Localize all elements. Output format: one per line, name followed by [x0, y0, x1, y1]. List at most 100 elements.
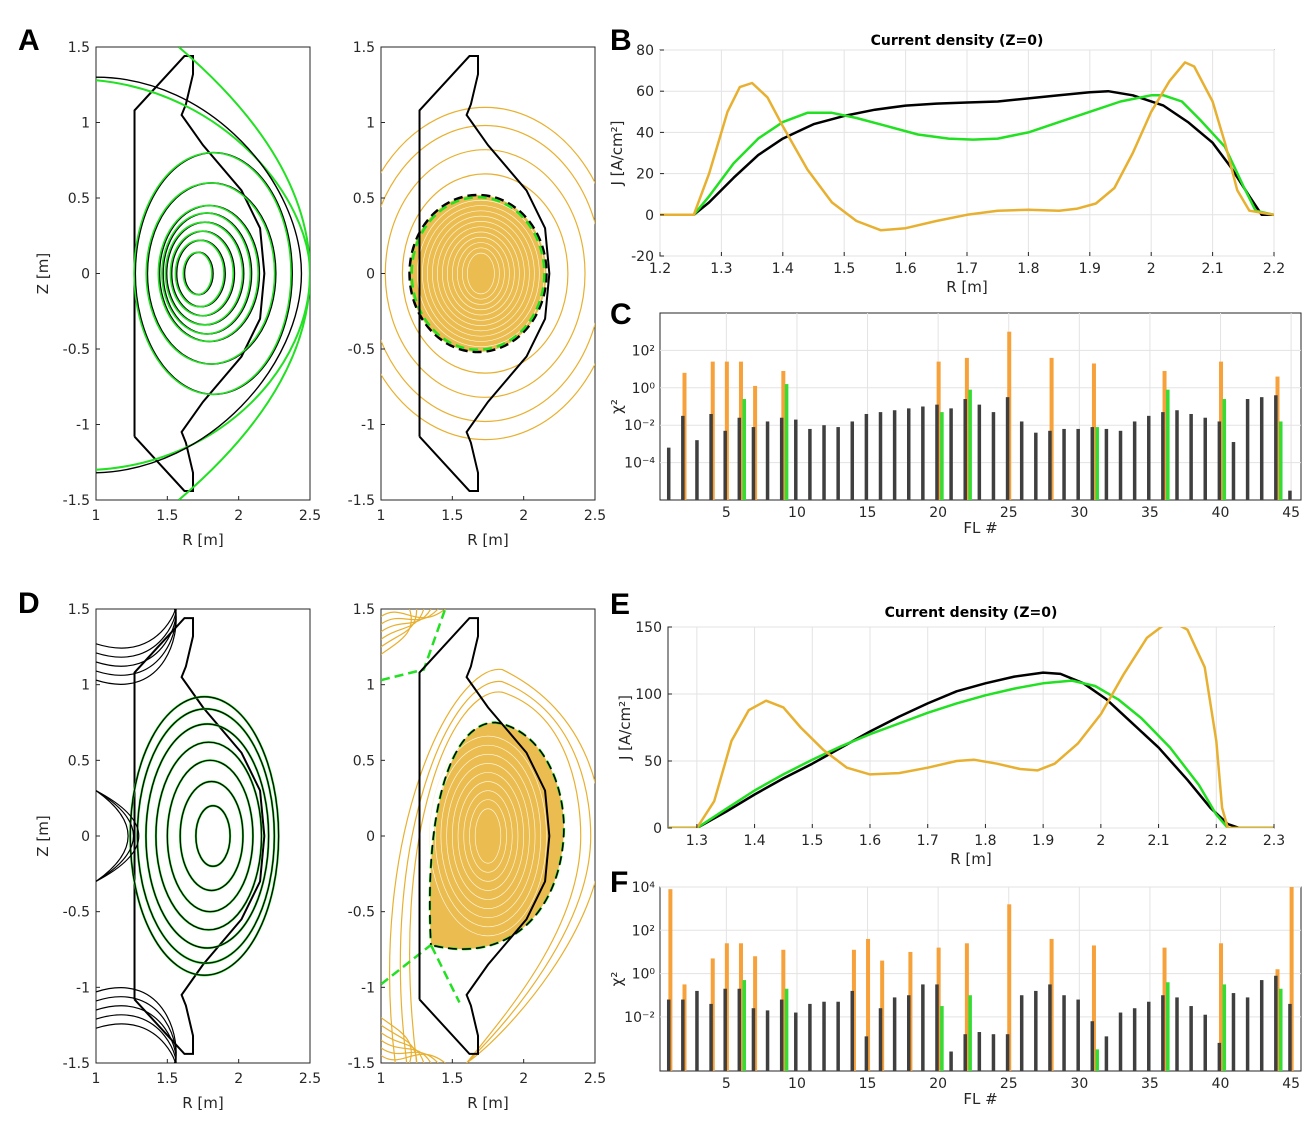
bar-black — [949, 1051, 953, 1071]
x-axis-label: FL # — [963, 1090, 997, 1108]
bar-black — [1005, 397, 1010, 500]
panel-label-a: A — [18, 24, 40, 57]
x-tick-label: 1 — [92, 508, 101, 524]
y-tick-label: 20 — [636, 167, 654, 183]
y-axis-label: χ² — [608, 399, 626, 414]
y-tick-label: 10⁻² — [624, 418, 655, 434]
bar-black — [1104, 1036, 1109, 1071]
x-tick-label: 2.5 — [299, 508, 321, 524]
bar-black — [963, 399, 967, 500]
bar-black — [695, 440, 699, 500]
flux-contour-gold — [437, 221, 525, 326]
bar-black — [794, 1012, 798, 1071]
panel-f-chi2-bars: 5 10 15 20 25 30 35 40 45 10⁻² 10⁰ 10² 10⁴ FL # χ² — [608, 880, 1302, 1108]
y-tick-label: 1.5 — [68, 602, 90, 618]
bar-black — [1274, 975, 1278, 1071]
bar-black — [878, 412, 883, 500]
bar-green — [742, 399, 747, 500]
flux-contour-gold — [401, 173, 569, 374]
bar-black — [892, 410, 897, 500]
x-tick-label: 2.5 — [299, 1071, 321, 1087]
panel-a-right-plot: 1 1.5 2 2.5-1.5-1-0.500.511.5R [m] — [348, 40, 606, 549]
flux-contour-green — [169, 230, 235, 317]
bar-black — [1203, 1014, 1207, 1071]
bar-black — [751, 1008, 756, 1071]
y-tick-label: -1 — [361, 980, 375, 996]
bar-black — [1259, 980, 1264, 1071]
flux-contour-gold — [381, 124, 595, 423]
x-tick-label: 30 — [1070, 505, 1088, 521]
bar-black — [822, 1001, 826, 1071]
flux-contour-gold — [429, 735, 547, 937]
x-tick-label: 2 — [1147, 261, 1156, 277]
y-tick-label: 1.5 — [353, 602, 375, 618]
bar-black — [1189, 413, 1193, 500]
x-tick-label: 5 — [722, 505, 731, 521]
bar-black — [836, 427, 840, 500]
bar-black — [906, 995, 911, 1071]
bar-black — [991, 1034, 996, 1071]
x-tick-label: 1.5 — [156, 1071, 178, 1087]
flux-contour-gold — [463, 790, 513, 882]
panel-d-right-plot: 1 1.5 2 2.5-1.5-1-0.500.511.5R [m] — [348, 602, 606, 1112]
x-axis-label: R [m] — [182, 1094, 224, 1112]
x-tick-label: 2.5 — [584, 1071, 606, 1087]
y-tick-label: 60 — [636, 84, 654, 100]
y-tick-label: 1 — [81, 678, 90, 694]
y-tick-label: 0 — [366, 829, 375, 845]
panel-e-current-density: Current density (Z=0) 1.3 1.4 1.5 1.6 1.7 1.8… — [616, 605, 1285, 868]
x-axis-label: FL # — [963, 519, 997, 537]
y-axis-label: J [A/cm²] — [616, 695, 634, 761]
flux-contour-gold — [381, 106, 595, 441]
x-tick-label: 2 — [234, 508, 243, 524]
bar-green — [1095, 427, 1099, 500]
y-tick-label: 0.5 — [353, 191, 375, 207]
bar-black — [1274, 395, 1278, 500]
x-tick-label: 1.3 — [686, 833, 708, 849]
x-tick-label: 1.3 — [710, 261, 732, 277]
bar-black — [1019, 421, 1024, 500]
y-tick-label: -0.5 — [348, 905, 375, 921]
y-tick-label: 1 — [366, 678, 375, 694]
bar-black — [850, 990, 855, 1071]
x-tick-label: 1 — [377, 508, 386, 524]
current-region-fill — [409, 194, 547, 353]
bar-black — [808, 1003, 812, 1071]
panel-d-left-plot: 1 1.5 2 2.5-1.5-1-0.500.511.5R [m]Z [m] — [34, 602, 321, 1112]
bar-black — [864, 413, 869, 500]
series-line-black — [660, 89, 1274, 217]
x-tick-label: 1.7 — [917, 833, 939, 849]
y-tick-label: 150 — [635, 620, 662, 636]
y-tick-label: 10⁰ — [632, 967, 656, 983]
bar-black — [1217, 421, 1222, 500]
flux-contour-gold — [446, 231, 515, 316]
flux-contour-black — [179, 780, 244, 892]
bar-black — [681, 999, 685, 1071]
bar-black — [921, 984, 925, 1071]
separatrix-green — [96, 79, 310, 471]
y-tick-label: 1 — [81, 116, 90, 132]
y-tick-label: 40 — [636, 125, 654, 141]
bar-black — [977, 1032, 982, 1071]
x-tick-label: 20 — [929, 1076, 947, 1092]
bar-black — [1302, 429, 1306, 500]
y-tick-label: 1.5 — [353, 40, 375, 56]
bar-green — [1279, 421, 1283, 500]
bar-black — [921, 406, 925, 500]
flux-contour-gold — [461, 247, 500, 300]
bar-black — [963, 1034, 967, 1071]
bar-black — [1005, 1034, 1010, 1071]
y-tick-label: 10⁻² — [624, 1010, 655, 1026]
bar-black — [723, 430, 727, 500]
private-flux-gold — [381, 609, 439, 625]
flux-contour-gold — [451, 772, 525, 900]
flux-contour-black — [129, 696, 280, 976]
x-tick-label: 35 — [1141, 1076, 1159, 1092]
bar-black — [751, 427, 756, 500]
flux-contour-gold — [427, 210, 535, 337]
bar-black — [1048, 430, 1052, 500]
private-flux-gold — [381, 1047, 439, 1063]
bar-black — [1034, 990, 1038, 1071]
x-axis-label: R [m] — [467, 1094, 509, 1112]
